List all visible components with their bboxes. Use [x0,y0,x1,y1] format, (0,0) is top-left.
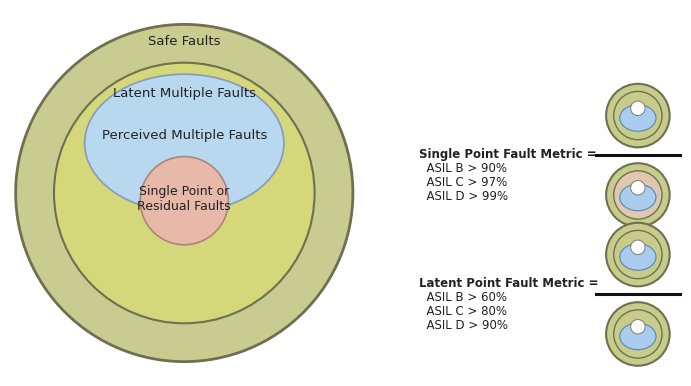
Text: ASIL D > 99%: ASIL D > 99% [419,190,509,203]
Ellipse shape [620,184,656,211]
Circle shape [614,310,662,358]
Text: ASIL B > 90%: ASIL B > 90% [419,162,507,175]
Circle shape [606,84,670,147]
Text: Perceived Multiple Faults: Perceived Multiple Faults [102,129,267,142]
Text: ASIL C > 97%: ASIL C > 97% [419,176,508,189]
Circle shape [16,24,353,362]
Ellipse shape [620,105,656,131]
Circle shape [631,101,645,115]
Text: ASIL B > 60%: ASIL B > 60% [419,291,507,304]
Text: ASIL D > 90%: ASIL D > 90% [419,319,509,332]
Ellipse shape [620,244,656,270]
Circle shape [140,157,228,245]
Text: Single Point Fault Metric =: Single Point Fault Metric = [419,148,597,161]
Circle shape [606,302,670,366]
Circle shape [631,320,645,334]
Text: ASIL C > 80%: ASIL C > 80% [419,305,507,318]
Circle shape [606,223,670,286]
Circle shape [631,240,645,254]
Circle shape [631,181,645,195]
Circle shape [606,163,670,227]
Ellipse shape [84,74,284,212]
Circle shape [614,91,662,140]
Ellipse shape [620,323,656,350]
Circle shape [614,171,662,219]
Text: Latent Multiple Faults: Latent Multiple Faults [113,87,256,100]
Text: Latent Point Fault Metric =: Latent Point Fault Metric = [419,278,599,290]
Circle shape [614,230,662,279]
Text: Single Point or
Residual Faults: Single Point or Residual Faults [138,185,231,213]
Text: Safe Faults: Safe Faults [148,35,220,48]
Circle shape [54,63,314,323]
